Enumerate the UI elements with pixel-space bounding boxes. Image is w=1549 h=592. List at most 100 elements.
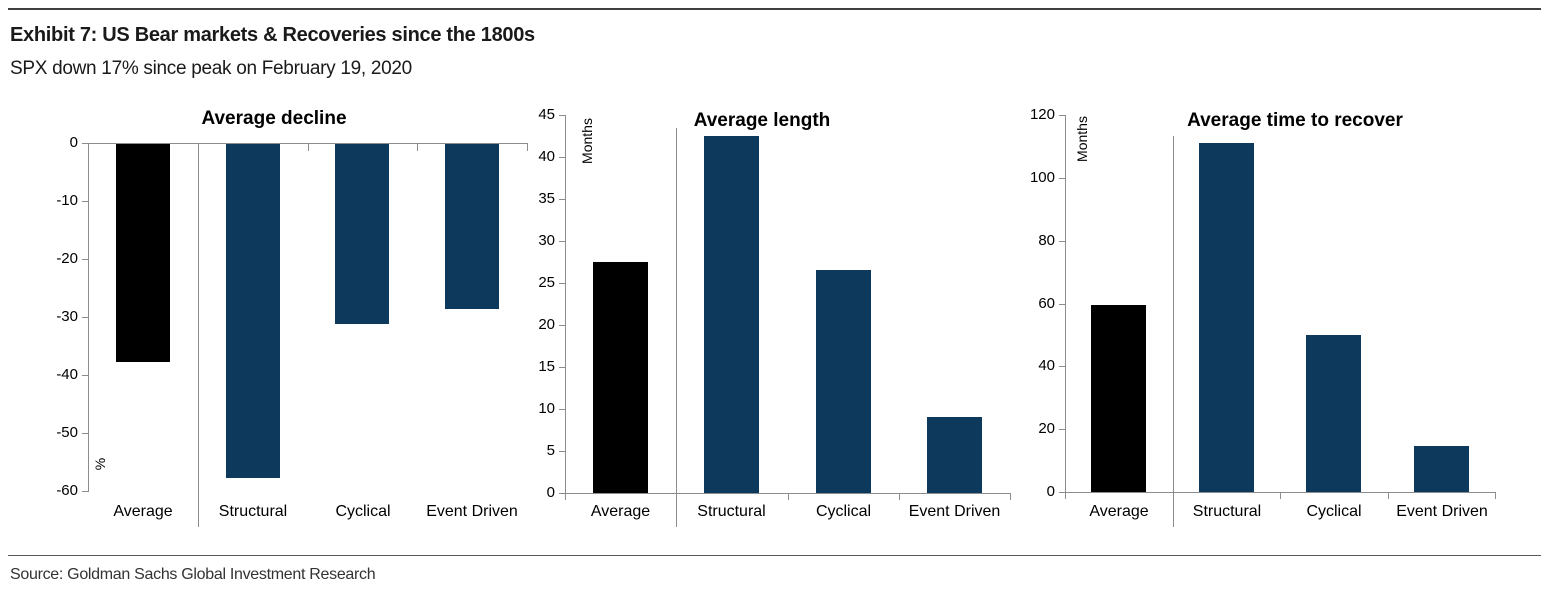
- y-axis-tick: [1059, 366, 1065, 367]
- y-axis-line: [88, 143, 89, 492]
- y-axis-unit-label-months: Months: [579, 118, 595, 164]
- exhibit-subtitle: SPX down 17% since peak on February 19, …: [10, 58, 412, 79]
- y-axis-tick: [1059, 115, 1065, 116]
- y-axis-tick: [559, 325, 565, 326]
- y-axis-tick: [82, 317, 88, 318]
- category-label-structural: Structural: [218, 503, 288, 520]
- y-axis-tick: [559, 493, 565, 494]
- category-label-structural: Structural: [697, 503, 766, 520]
- category-label-structural: Structural: [1192, 503, 1262, 520]
- y-axis-tick: [82, 201, 88, 202]
- y-axis-tick: [559, 451, 565, 452]
- category-boundary-tick: [899, 493, 900, 500]
- y-axis-tick-label: 80: [1038, 232, 1055, 249]
- bar-structural: [226, 144, 280, 478]
- category-boundary-tick: [1495, 492, 1496, 499]
- category-label-event-driven: Event Driven: [908, 503, 1001, 520]
- category-label-average: Average: [113, 503, 173, 520]
- y-axis-tick-label: 0: [546, 484, 555, 501]
- bar-cyclical: [335, 144, 389, 324]
- y-axis-tick-label: 30: [538, 232, 555, 249]
- category-label-event-driven: Event Driven: [1396, 503, 1488, 520]
- category-boundary-tick: [788, 493, 789, 500]
- y-axis-tick-label: -60: [56, 482, 78, 499]
- y-axis-tick: [559, 283, 565, 284]
- category-boundary-tick: [1010, 493, 1011, 500]
- y-axis-line: [565, 115, 566, 494]
- y-axis-line: [1065, 115, 1066, 493]
- y-axis-tick-label: -40: [56, 366, 78, 383]
- y-axis-unit-label-months: Months: [1074, 116, 1090, 162]
- category-separator-line: [198, 143, 199, 527]
- y-axis-tick-label: -20: [56, 250, 78, 267]
- top-rule: [8, 8, 1541, 10]
- x-axis-line: [565, 493, 1011, 494]
- y-axis-tick-label: 60: [1038, 295, 1055, 312]
- y-axis-tick: [82, 433, 88, 434]
- bar-average: [1091, 305, 1146, 492]
- y-axis-tick-label: 20: [538, 316, 555, 333]
- bar-structural: [1199, 143, 1254, 492]
- y-axis-tick: [82, 143, 88, 144]
- y-axis-tick: [1059, 429, 1065, 430]
- category-boundary-tick: [1280, 492, 1281, 499]
- y-axis-tick-label: 10: [538, 400, 555, 417]
- category-boundary-tick: [308, 144, 309, 151]
- y-axis-tick-label: 40: [1038, 357, 1055, 374]
- x-axis-line: [1065, 492, 1496, 493]
- y-axis-tick-label: 0: [69, 134, 78, 151]
- y-axis-unit-label-percent: %: [92, 457, 108, 471]
- y-axis-tick-label: 0: [1046, 483, 1055, 500]
- y-axis-tick-label: 5: [546, 442, 555, 459]
- y-axis-tick: [82, 491, 88, 492]
- category-boundary-tick: [417, 144, 418, 151]
- y-axis-tick: [559, 115, 565, 116]
- chart-title-average-time-to-recover: Average time to recover: [1187, 110, 1403, 131]
- category-separator-line: [1173, 136, 1174, 527]
- category-label-cyclical: Cyclical: [335, 503, 391, 520]
- bar-event-driven: [1414, 446, 1469, 492]
- y-axis-tick: [559, 241, 565, 242]
- y-axis-tick: [1059, 304, 1065, 305]
- y-axis-tick-label: 25: [538, 274, 555, 291]
- y-axis-tick: [1059, 178, 1065, 179]
- bar-cyclical: [1306, 335, 1361, 492]
- y-axis-tick-label: 45: [538, 106, 555, 123]
- y-axis-tick-label: 35: [538, 190, 555, 207]
- y-axis-tick: [559, 367, 565, 368]
- bar-cyclical: [816, 270, 871, 493]
- exhibit-title: Exhibit 7: US Bear markets & Recoveries …: [10, 24, 535, 46]
- y-axis-tick: [82, 259, 88, 260]
- bottom-rule: [8, 555, 1541, 556]
- y-axis-tick: [82, 375, 88, 376]
- category-separator-line: [676, 128, 677, 527]
- category-boundary-tick: [1065, 492, 1066, 499]
- y-axis-tick-label: -50: [56, 424, 78, 441]
- y-axis-tick-label: 20: [1038, 420, 1055, 437]
- chart-title-average-decline: Average decline: [201, 108, 347, 129]
- y-axis-tick: [1059, 241, 1065, 242]
- bar-event-driven: [927, 417, 982, 493]
- y-axis-tick: [559, 409, 565, 410]
- y-axis-tick-label: 100: [1029, 169, 1055, 186]
- category-boundary-tick: [527, 144, 528, 151]
- category-label-cyclical: Cyclical: [1306, 503, 1362, 520]
- y-axis-tick-label: 40: [538, 148, 555, 165]
- bar-average: [116, 144, 170, 362]
- category-boundary-tick: [565, 493, 566, 500]
- y-axis-tick: [559, 199, 565, 200]
- y-axis-tick: [1059, 492, 1065, 493]
- bar-average: [593, 262, 648, 493]
- category-label-average: Average: [1089, 503, 1149, 520]
- category-label-average: Average: [590, 503, 651, 520]
- y-axis-tick-label: -10: [56, 192, 78, 209]
- y-axis-tick-label: 15: [538, 358, 555, 375]
- y-axis-tick: [559, 157, 565, 158]
- y-axis-tick-label: 120: [1029, 106, 1055, 123]
